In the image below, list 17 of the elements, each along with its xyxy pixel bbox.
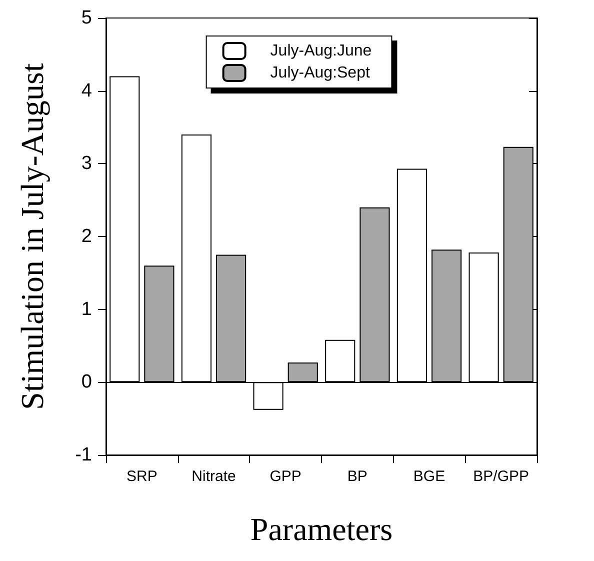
y-tick-label: 5 [81, 8, 92, 28]
y-tick-label: 3 [81, 153, 92, 174]
y-axis-title: Stimulation in July-August [14, 63, 50, 410]
y-tick-label: 0 [81, 372, 92, 393]
x-tick-label: GPP [270, 468, 302, 485]
y-tick-label: -1 [75, 444, 92, 466]
legend-label: July-Aug:Sept [270, 64, 370, 82]
y-tick-label: 4 [81, 80, 92, 102]
x-tick-label: BGE [413, 468, 446, 485]
y-tick-label: 1 [81, 298, 92, 320]
x-tick-label: SRP [126, 468, 158, 485]
legend-label: July-Aug:June [270, 42, 372, 60]
x-tick-label: Nitrate [192, 468, 236, 485]
x-tick-label: BP/GPP [473, 468, 530, 485]
y-tick-label: 2 [81, 226, 92, 247]
x-axis-title: Parameters [250, 511, 393, 547]
x-tick-label: BP [347, 468, 368, 485]
